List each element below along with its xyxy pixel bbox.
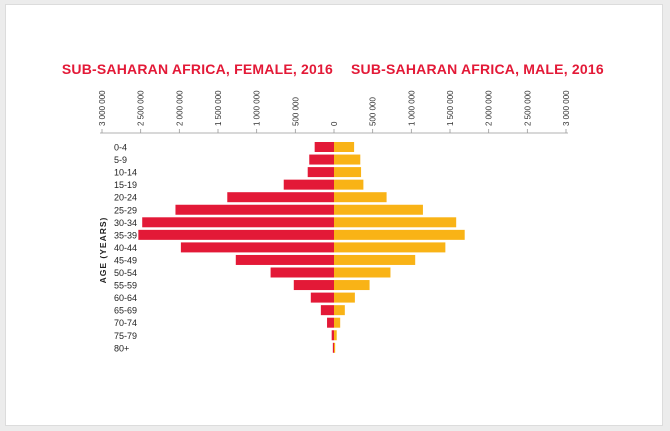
- x-tick-label: 2 500 000: [137, 90, 146, 126]
- age-category-label: 5-9: [114, 155, 127, 165]
- chart-frame: SUB-SAHARAN AFRICA, FEMALE, 2016 SUB-SAH…: [5, 4, 663, 426]
- female-bar: [310, 292, 334, 303]
- population-pyramid-chart: SUB-SAHARAN AFRICA, FEMALE, 2016 SUB-SAH…: [62, 61, 604, 353]
- x-tick-label: 2 000 000: [485, 90, 494, 126]
- x-tick-label: 1 500 000: [214, 90, 223, 126]
- age-category-label: 70-74: [114, 318, 137, 328]
- x-tick-label: 2 000 000: [175, 90, 184, 126]
- female-bar: [307, 167, 334, 178]
- male-bar: [334, 242, 446, 253]
- age-category-label: 40-44: [114, 243, 137, 253]
- x-tick-label: 1 000 000: [407, 90, 416, 126]
- male-bar: [334, 217, 457, 228]
- x-tick-label: 1 500 000: [446, 90, 455, 126]
- age-category-label: 35-39: [114, 230, 137, 240]
- female-bar: [283, 179, 334, 190]
- male-bar: [334, 204, 423, 215]
- male-bar: [334, 167, 362, 178]
- male-bar: [334, 292, 355, 303]
- male-bar: [334, 267, 391, 278]
- male-bar: [334, 179, 364, 190]
- age-category-label: 0-4: [114, 143, 127, 153]
- x-tick-label: 2 500 000: [523, 90, 532, 126]
- y-axis-label: AGE (YEARS): [98, 217, 108, 284]
- male-bar: [334, 154, 361, 165]
- age-category-label: 50-54: [114, 268, 137, 278]
- male-bar: [334, 142, 355, 152]
- male-bar: [334, 342, 336, 353]
- x-tick-label: 500 000: [291, 97, 300, 126]
- female-title: SUB-SAHARAN AFRICA, FEMALE, 2016: [62, 61, 333, 77]
- x-tick-label: 0: [330, 121, 339, 126]
- female-bar: [180, 242, 334, 253]
- male-bar: [334, 317, 341, 328]
- age-category-label: 15-19: [114, 180, 137, 190]
- female-bar: [309, 154, 334, 165]
- x-tick-label: 500 000: [369, 97, 378, 126]
- female-bar: [332, 342, 334, 353]
- age-category-label: 65-69: [114, 306, 137, 316]
- male-bar: [334, 330, 337, 341]
- female-bar: [320, 305, 334, 316]
- female-bar: [314, 142, 334, 152]
- age-category-label: 55-59: [114, 281, 137, 291]
- female-bar: [327, 317, 334, 328]
- female-bar: [227, 192, 334, 203]
- female-bar: [331, 330, 334, 341]
- male-bar: [334, 280, 370, 291]
- age-category-label: 75-79: [114, 331, 137, 341]
- age-category-label: 45-49: [114, 255, 137, 265]
- age-category-label: 25-29: [114, 205, 137, 215]
- female-bar: [175, 204, 334, 215]
- female-bar: [138, 229, 334, 240]
- male-title: SUB-SAHARAN AFRICA, MALE, 2016: [351, 61, 604, 77]
- x-tick-label: 3 000 000: [562, 90, 571, 126]
- female-bar: [142, 217, 334, 228]
- female-bar: [235, 254, 334, 265]
- age-category-label: 20-24: [114, 193, 137, 203]
- age-category-label: 80+: [114, 343, 129, 353]
- female-bar: [270, 267, 334, 278]
- age-category-label: 30-34: [114, 218, 137, 228]
- female-bar: [293, 280, 334, 291]
- age-category-label: 10-14: [114, 168, 137, 178]
- x-tick-label: 1 000 000: [253, 90, 262, 126]
- x-tick-label: 3 000 000: [98, 90, 107, 126]
- male-bar: [334, 229, 465, 240]
- age-category-label: 60-64: [114, 293, 137, 303]
- male-bar: [334, 305, 345, 316]
- male-bar: [334, 192, 387, 203]
- male-bar: [334, 254, 416, 265]
